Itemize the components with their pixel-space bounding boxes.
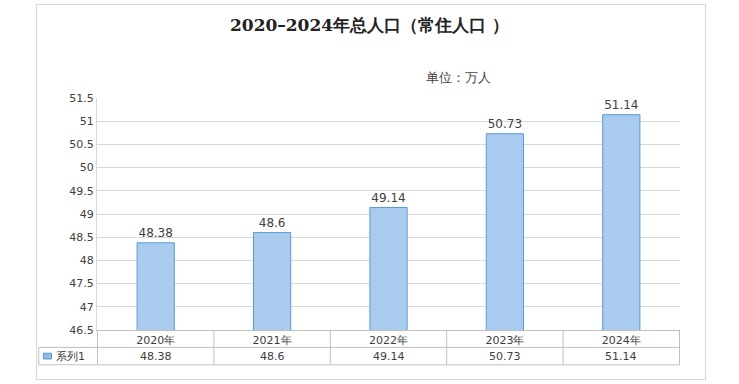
svg-text:47.5: 47.5 (69, 277, 94, 290)
svg-text:50.73: 50.73 (489, 350, 521, 363)
svg-text:50.73: 50.73 (488, 117, 522, 131)
svg-text:系列1: 系列1 (56, 350, 85, 363)
svg-text:2020–2024年总人口（常住人口 ）: 2020–2024年总人口（常住人口 ） (230, 15, 509, 35)
svg-text:50: 50 (80, 161, 94, 174)
svg-text:51: 51 (80, 115, 94, 128)
svg-text:48: 48 (80, 254, 94, 267)
svg-text:51.14: 51.14 (605, 350, 637, 363)
svg-text:46.5: 46.5 (69, 324, 94, 337)
svg-text:49.14: 49.14 (373, 350, 405, 363)
svg-text:49: 49 (80, 208, 94, 221)
svg-text:47: 47 (80, 301, 94, 314)
svg-text:2023年: 2023年 (485, 334, 524, 347)
svg-text:48.6: 48.6 (259, 216, 286, 230)
svg-text:48.38: 48.38 (140, 350, 172, 363)
svg-text:49.14: 49.14 (371, 191, 405, 205)
svg-text:48.38: 48.38 (139, 226, 173, 240)
svg-text:单位：万人: 单位：万人 (426, 70, 491, 85)
svg-text:2020年: 2020年 (136, 334, 175, 347)
svg-text:2021年: 2021年 (253, 334, 292, 347)
svg-text:51.5: 51.5 (69, 92, 94, 105)
svg-text:48.6: 48.6 (260, 350, 285, 363)
svg-text:48.5: 48.5 (69, 231, 94, 244)
svg-text:2022年: 2022年 (369, 334, 408, 347)
svg-text:50.5: 50.5 (69, 138, 94, 151)
svg-text:51.14: 51.14 (604, 98, 638, 112)
svg-text:2024年: 2024年 (602, 334, 641, 347)
svg-text:49.5: 49.5 (69, 185, 94, 198)
